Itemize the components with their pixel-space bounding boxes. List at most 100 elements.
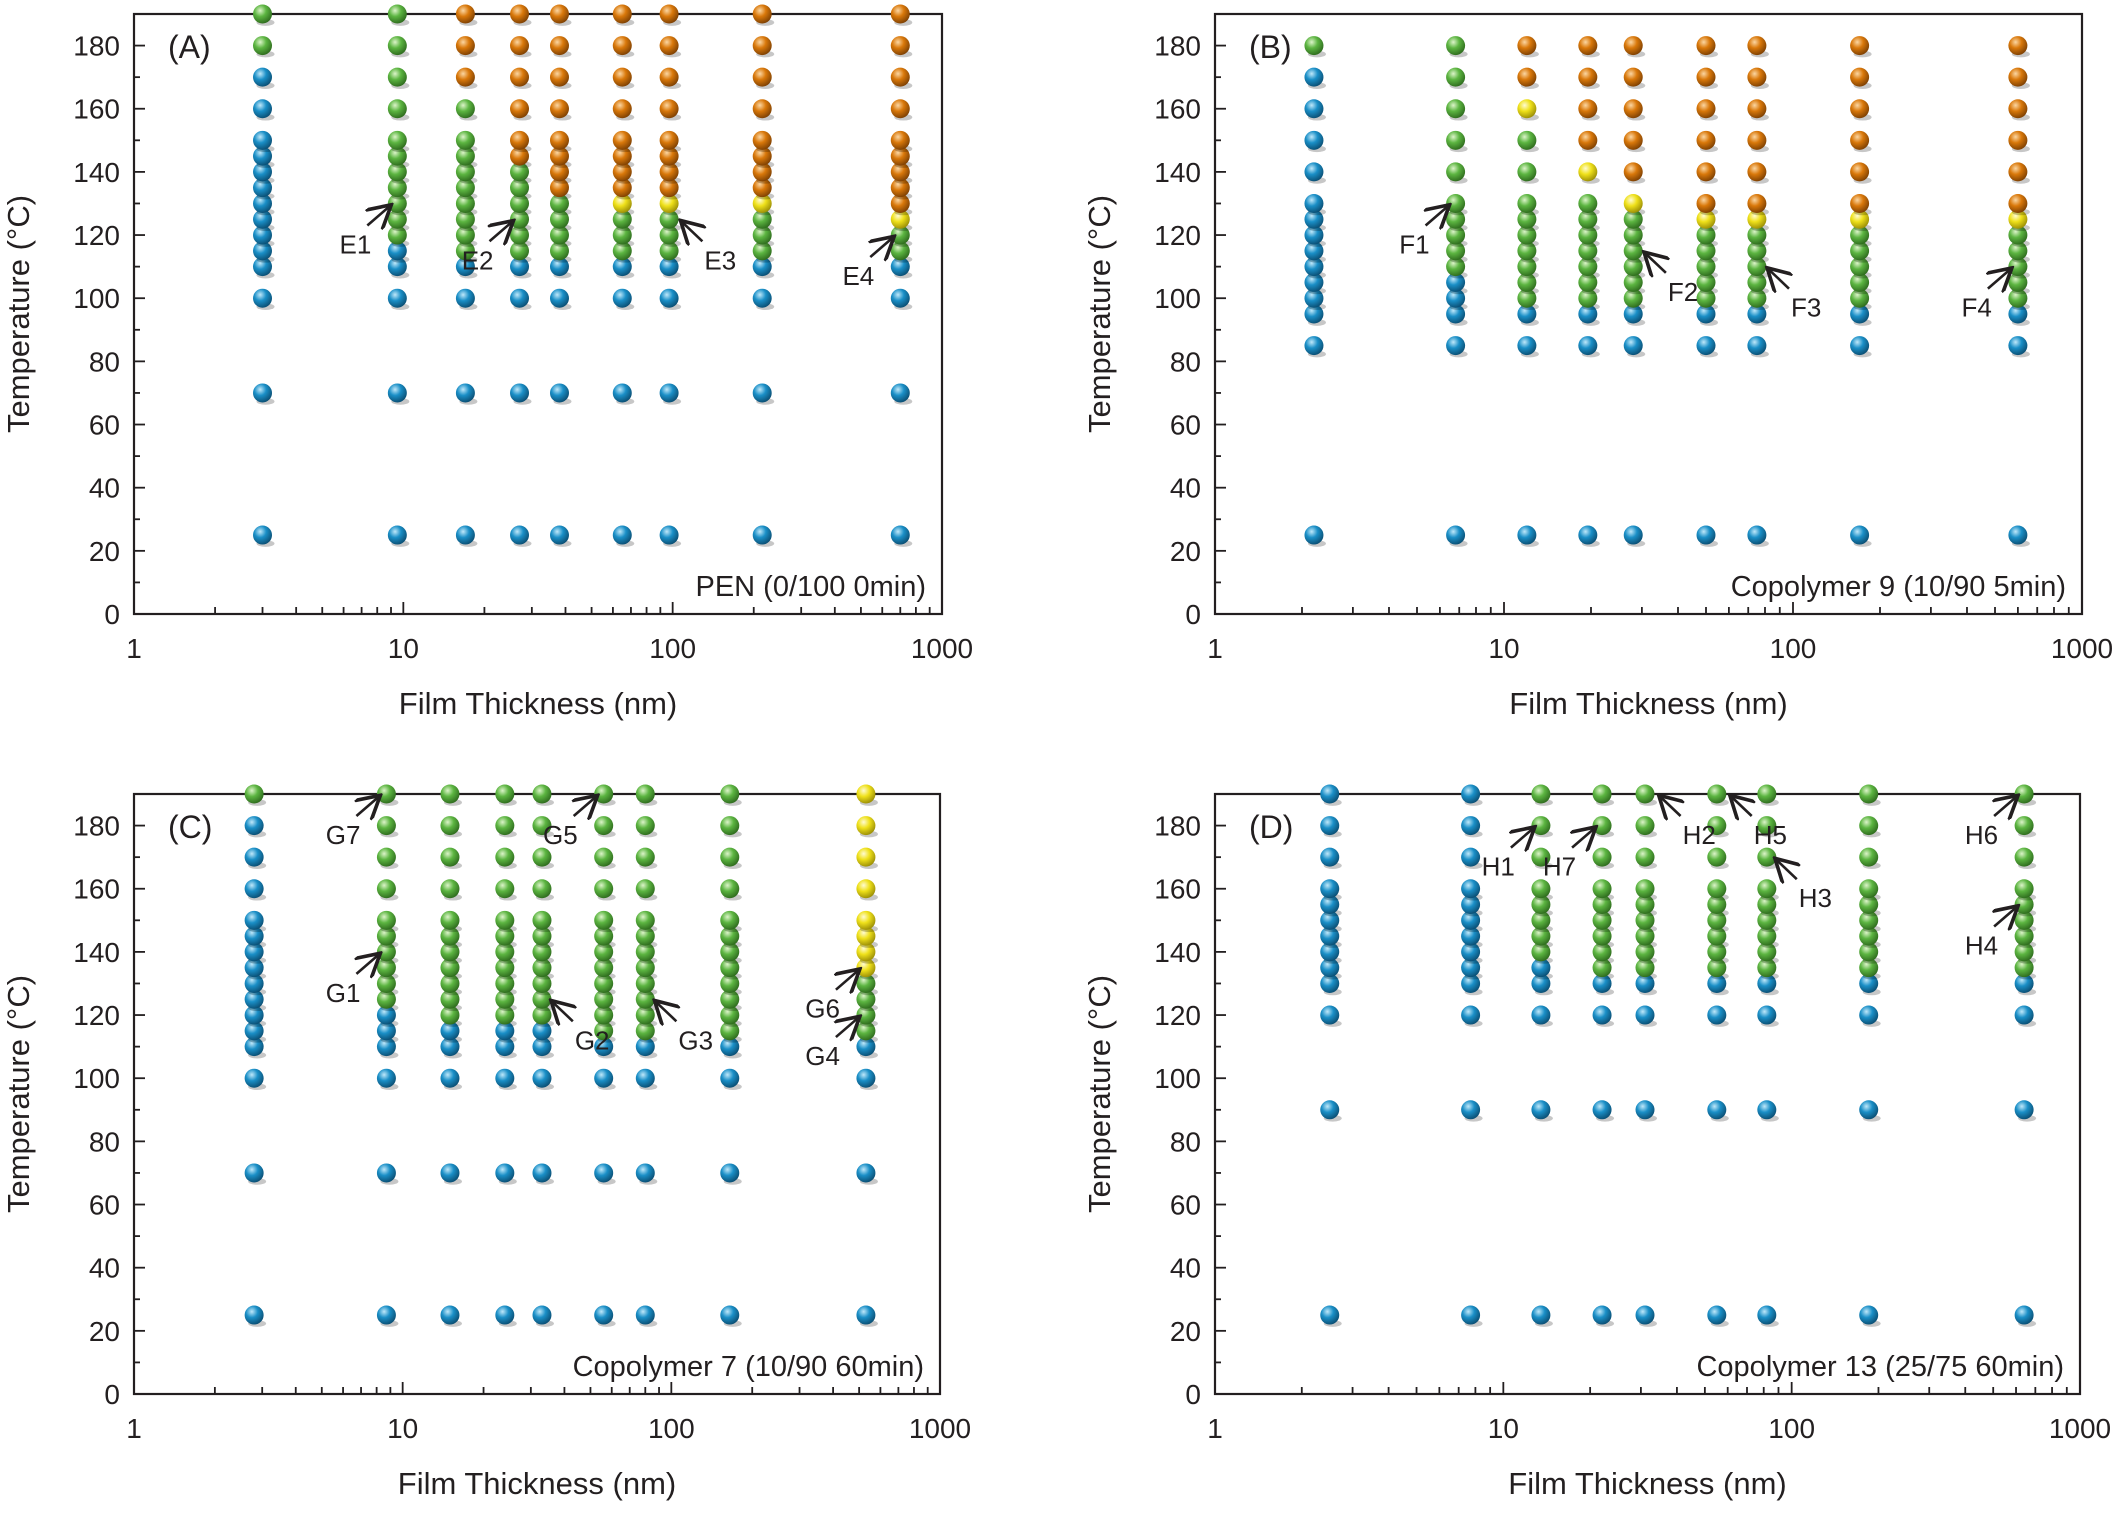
data-point-blue: [1304, 162, 1324, 182]
data-point-green: [720, 942, 740, 962]
data-point-blue: [510, 525, 530, 545]
data-point-green: [1531, 926, 1551, 946]
data-point-blue: [1696, 336, 1716, 356]
callout-arrow-e2: [490, 222, 512, 241]
data-point-blue: [244, 816, 264, 836]
data-point-orange: [1578, 99, 1598, 119]
data-point-green: [1623, 257, 1643, 277]
sample-note: Copolymer 7 (10/90 60min): [573, 1351, 924, 1383]
data-point-yellow: [856, 816, 876, 836]
data-point-blue: [387, 383, 407, 403]
data-point-green: [1623, 288, 1643, 308]
callout-arrow-h6: [1994, 797, 2016, 816]
data-point-blue: [1304, 209, 1324, 229]
data-point-orange: [1696, 67, 1716, 87]
data-point-orange: [2008, 193, 2028, 213]
y-tick-label: 60: [89, 410, 120, 441]
x-tick-label: 1: [1207, 633, 1223, 664]
data-point-green: [635, 910, 655, 930]
y-tick-label: 140: [1154, 937, 1201, 968]
data-point-orange: [1623, 99, 1643, 119]
data-point-blue: [1304, 241, 1324, 261]
y-axis-title: Temperature (°C): [1082, 195, 1117, 433]
data-point-blue: [244, 1305, 264, 1325]
data-point-blue: [495, 1068, 515, 1088]
data-point-orange: [510, 67, 530, 87]
data-point-orange: [890, 146, 910, 166]
data-point-orange: [1517, 36, 1537, 56]
callout-arrow-h2: [1661, 797, 1681, 816]
data-point-green: [376, 879, 396, 899]
data-point-blue: [1517, 304, 1537, 324]
data-point-orange: [890, 36, 910, 56]
data-point-green: [1517, 130, 1537, 150]
data-point-orange: [612, 178, 632, 198]
data-point-green: [1635, 816, 1655, 836]
data-point-blue: [635, 1305, 655, 1325]
data-point-blue: [376, 1037, 396, 1057]
data-point-yellow: [659, 193, 679, 213]
data-point-blue: [1757, 1100, 1777, 1120]
x-axis-title: Film Thickness (nm): [1509, 686, 1787, 721]
data-point-blue: [244, 879, 264, 899]
data-point-orange: [612, 162, 632, 182]
data-point-green: [532, 1005, 552, 1025]
data-point-blue: [1635, 1005, 1655, 1025]
data-point-blue: [455, 288, 475, 308]
data-point-blue: [1578, 336, 1598, 356]
data-point-green: [635, 958, 655, 978]
data-point-green: [752, 241, 772, 261]
data-point-blue: [1757, 1305, 1777, 1325]
callout-label-g7: G7: [326, 820, 361, 850]
data-point-orange: [1623, 130, 1643, 150]
data-point-blue: [1707, 1305, 1727, 1325]
data-point-green: [1707, 879, 1727, 899]
data-point-orange: [612, 36, 632, 56]
data-point-blue: [510, 257, 530, 277]
data-point-green: [720, 816, 740, 836]
data-point-green: [1592, 926, 1612, 946]
data-point-green: [455, 130, 475, 150]
y-tick-label: 140: [73, 157, 120, 188]
data-point-blue: [720, 1163, 740, 1183]
data-point-orange: [549, 4, 569, 24]
y-tick-label: 120: [1154, 1000, 1201, 1031]
data-point-green: [1592, 879, 1612, 899]
data-point-blue: [1635, 1100, 1655, 1120]
data-point-blue: [720, 1305, 740, 1325]
data-point-yellow: [612, 193, 632, 213]
data-point-blue: [387, 288, 407, 308]
data-point-blue: [253, 146, 273, 166]
data-point-green: [1635, 895, 1655, 915]
data-point-orange: [510, 130, 530, 150]
data-point-green: [376, 910, 396, 930]
data-point-green: [1446, 36, 1466, 56]
data-point-orange: [1696, 193, 1716, 213]
data-point-green: [720, 910, 740, 930]
data-point-green: [440, 973, 460, 993]
data-point-green: [440, 958, 460, 978]
data-point-blue: [612, 383, 632, 403]
data-point-green: [720, 973, 740, 993]
callout-arrow-e1: [367, 206, 389, 225]
data-point-orange: [2008, 130, 2028, 150]
panel-label: (C): [168, 809, 212, 845]
data-point-green: [635, 942, 655, 962]
data-point-blue: [1304, 272, 1324, 292]
callout-label-g2: G2: [575, 1025, 610, 1055]
data-point-green: [1592, 910, 1612, 930]
data-point-blue: [1446, 304, 1466, 324]
data-point-blue: [752, 288, 772, 308]
data-point-blue: [1461, 1100, 1481, 1120]
data-point-green: [1850, 272, 1870, 292]
callout-arrow-g4: [836, 1018, 858, 1037]
data-point-orange: [1517, 67, 1537, 87]
data-point-green: [532, 816, 552, 836]
callout-arrow-f4: [1988, 270, 2010, 289]
panel-label: (B): [1249, 29, 1292, 65]
y-tick-label: 100: [73, 283, 120, 314]
data-point-green: [1707, 847, 1727, 867]
y-tick-label: 100: [1154, 283, 1201, 314]
callout-arrow-h5: [1732, 797, 1752, 816]
data-point-orange: [1850, 67, 1870, 87]
